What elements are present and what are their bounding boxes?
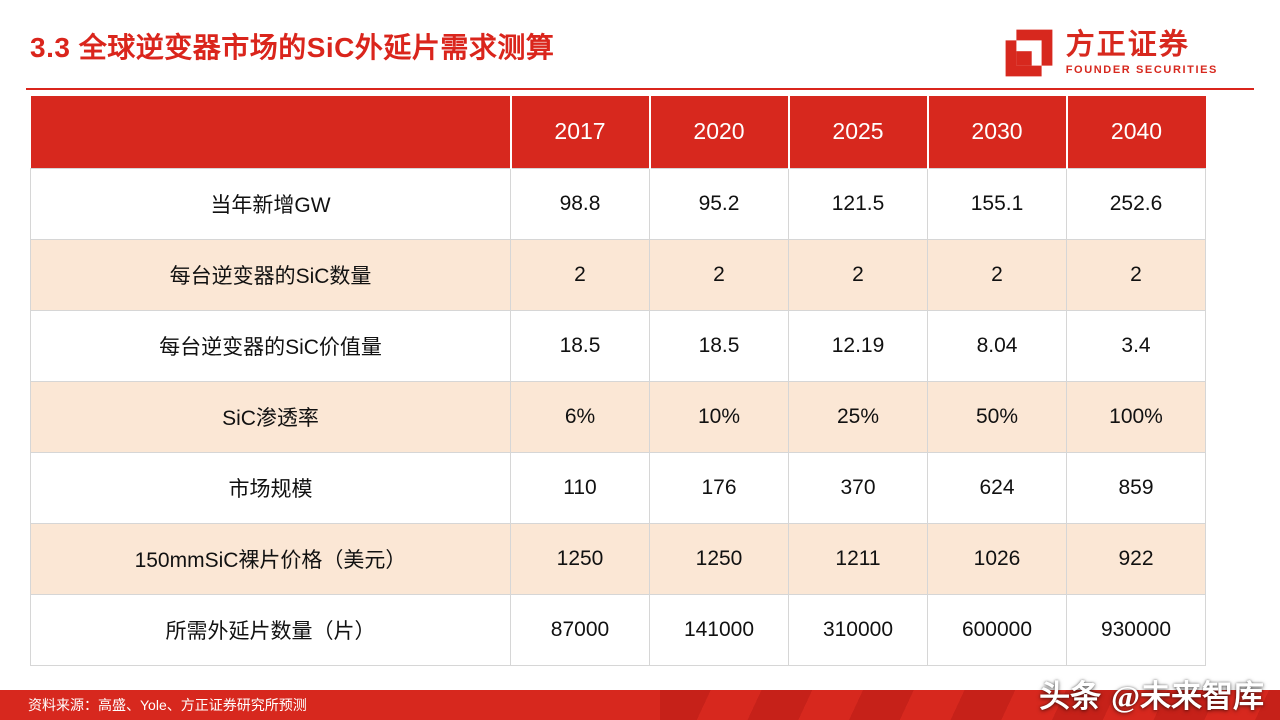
watermark: 头条 @未来智库 [1039,671,1264,716]
table-cell: 1026 [927,522,1067,595]
watermark-handle: @未来智库 [1111,679,1264,714]
row-label: SiC渗透率 [30,380,511,453]
table-cell: 2 [1066,238,1206,311]
table-row: 150mmSiC裸片价格（美元） 1250 1250 1211 1026 922 [30,522,1206,595]
table-cell: 121.5 [788,167,928,240]
table-cell: 155.1 [927,167,1067,240]
founder-securities-logo: 方正证券 FOUNDER SECURITIES [1002,26,1218,80]
table-cell: 922 [1066,522,1206,595]
table-wrap: 2017 2020 2025 2030 2040 当年新增GW 98.8 95.… [30,96,1206,666]
row-label: 市场规模 [30,451,511,524]
table-cell: 6% [510,380,650,453]
row-label: 150mmSiC裸片价格（美元） [30,522,511,595]
watermark-brand: 头条 [1039,679,1102,714]
table-cell: 100% [1066,380,1206,453]
table-header-cell-year: 2040 [1065,96,1206,168]
table-cell: 98.8 [510,167,650,240]
table-cell: 176 [649,451,789,524]
table-cell: 859 [1066,451,1206,524]
logo-text: 方正证券 FOUNDER SECURITIES [1065,29,1218,76]
table-cell: 2 [649,238,789,311]
table-header-cell-year: 2030 [926,96,1067,168]
table-header-cell-year: 2017 [509,96,650,168]
table-cell: 370 [788,451,928,524]
table-cell: 2 [788,238,928,311]
table-row: 当年新增GW 98.8 95.2 121.5 155.1 252.6 [30,167,1206,240]
table-cell: 2 [510,238,650,311]
table-cell: 87000 [510,593,650,666]
table-cell: 310000 [788,593,928,666]
table-cell: 8.04 [927,309,1067,382]
table-cell: 25% [788,380,928,453]
row-label: 每台逆变器的SiC数量 [30,238,511,311]
page-title: 3.3 全球逆变器市场的SiC外延片需求测算 [30,32,555,63]
table-cell: 18.5 [510,309,650,382]
row-label: 当年新增GW [30,167,511,240]
table-row: 每台逆变器的SiC数量 2 2 2 2 2 [30,238,1206,311]
row-label: 所需外延片数量（片） [30,593,511,666]
table-cell: 10% [649,380,789,453]
table-cell: 18.5 [649,309,789,382]
footer-bar: 资料来源：高盛、Yole、方正证券研究所预测 [0,690,1280,720]
table-cell: 141000 [649,593,789,666]
row-label: 每台逆变器的SiC价值量 [30,309,511,382]
table-header-row: 2017 2020 2025 2030 2040 [30,96,1206,168]
table-cell: 1250 [510,522,650,595]
logo-name: 方正证券 [1065,29,1190,61]
table-cell: 600000 [927,593,1067,666]
founder-logo-icon [1005,29,1053,77]
table-cell: 252.6 [1066,167,1206,240]
source-note: 资料来源：高盛、Yole、方正证券研究所预测 [28,697,307,713]
table-cell: 95.2 [649,167,789,240]
table-cell: 624 [927,451,1067,524]
logo-subtitle: FOUNDER SECURITIES [1065,63,1218,76]
table-cell: 1250 [649,522,789,595]
table-cell: 12.19 [788,309,928,382]
table-row: 所需外延片数量（片） 87000 141000 310000 600000 93… [30,593,1206,666]
table-cell: 3.4 [1066,309,1206,382]
header-divider [26,88,1254,90]
table-cell: 50% [927,380,1067,453]
table-row: 市场规模 110 176 370 624 859 [30,451,1206,524]
table-row: 每台逆变器的SiC价值量 18.5 18.5 12.19 8.04 3.4 [30,309,1206,382]
table-row: SiC渗透率 6% 10% 25% 50% 100% [30,380,1206,453]
table-header-cell-year: 2020 [648,96,789,168]
table-header-cell-label [30,96,511,168]
table-header-cell-year: 2025 [787,96,928,168]
table-cell: 2 [927,238,1067,311]
sic-demand-table: 2017 2020 2025 2030 2040 当年新增GW 98.8 95.… [30,96,1206,666]
table-cell: 930000 [1066,593,1206,666]
table-cell: 1211 [788,522,928,595]
table-cell: 110 [510,451,650,524]
